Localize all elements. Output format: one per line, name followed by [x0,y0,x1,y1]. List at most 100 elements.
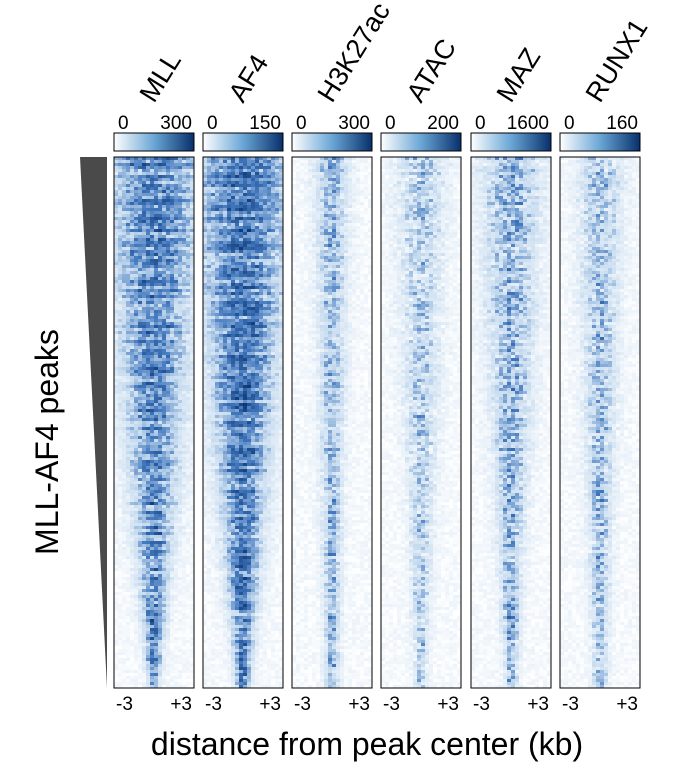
heatmap-cell [219,295,224,299]
heatmap-cell [239,310,244,314]
heatmap-cell [142,283,147,287]
heatmap-cell [207,346,212,350]
heatmap-cell [235,202,240,206]
heatmap-cell [255,208,260,212]
heatmap-cell [166,457,171,461]
heatmap-cell [142,364,147,368]
heatmap-cell [130,229,135,233]
heatmap-cell [186,631,191,635]
heatmap-cell [134,508,139,512]
heatmap-cell [174,451,179,455]
heatmap-cell [190,613,195,617]
heatmap-cell [263,313,268,317]
heatmap-cell [150,502,155,506]
heatmap-cell [227,199,232,203]
heatmap-cell [271,232,276,236]
heatmap-cell [174,346,179,350]
heatmap-cell [174,541,179,545]
heatmap-cell [247,310,252,314]
heatmap-cell [170,670,175,674]
heatmap-cell [118,664,123,668]
heatmap-cell [178,649,183,653]
heatmap-cell [271,319,276,323]
heatmap-cell [146,274,151,278]
heatmap-cell [182,313,187,317]
heatmap-cell [166,391,171,395]
heatmap-cell [190,451,195,455]
heatmap-cell [231,211,236,215]
heatmap-cell [126,508,131,512]
heatmap-cell [174,667,179,671]
heatmap-cell [138,658,143,662]
heatmap-cell [267,265,272,269]
heatmap-cell [267,286,272,290]
heatmap-cell [114,643,119,647]
heatmap-cell [235,343,240,347]
heatmap-cell [178,211,183,215]
heatmap-cell [182,259,187,263]
heatmap-cell [182,541,187,545]
heatmap-cell [255,229,260,233]
heatmap-cell [223,340,228,344]
heatmap-cell [126,349,131,353]
heatmap-cell [166,190,171,194]
heatmap-cell [255,280,260,284]
heatmap-cell [126,202,131,206]
heatmap-cell [122,679,127,683]
heatmap-cell [142,295,147,299]
heatmap-cell [162,427,167,431]
heatmap-cell [211,337,216,341]
heatmap-cell [138,526,143,530]
heatmap-cell [142,481,147,485]
heatmap-cell [182,625,187,629]
heatmap-cell [142,508,147,512]
heatmap-cell [223,271,228,275]
heatmap-cell [118,544,123,548]
heatmap-cell [207,358,212,362]
heatmap-cell [182,211,187,215]
heatmap-cell [190,283,195,287]
heatmap-cell [170,349,175,353]
heatmap-cell [203,355,208,359]
heatmap-cell [122,169,127,173]
heatmap-cell [255,178,260,182]
heatmap-cell [134,463,139,467]
heatmap-cell [219,268,224,272]
heatmap-cell [231,244,236,248]
heatmap-cell [203,226,208,230]
heatmap-cell [190,211,195,215]
heatmap-cell [207,283,212,287]
heatmap-cell [114,640,119,644]
heatmap-cell [219,319,224,323]
heatmap-cell [114,508,119,512]
heatmap-cell [223,316,228,320]
heatmap-cell [130,436,135,440]
heatmap-cell [138,283,143,287]
heatmap-cell [114,415,119,419]
heatmap-cell [130,172,135,176]
heatmap-cell [126,526,131,530]
heatmap-cell [122,385,127,389]
heatmap-cell [182,628,187,632]
heatmap-cell [267,370,272,374]
heatmap-cell [255,277,260,281]
heatmap-cell [174,583,179,587]
heatmap-cell [170,382,175,386]
heatmap-cell [146,679,151,683]
heatmap-cell [255,238,260,242]
heatmap-cell [130,616,135,620]
heatmap-cell [239,232,244,236]
heatmap-cell [259,178,264,182]
heatmap-cell [158,427,163,431]
heatmap-cell [247,238,252,242]
heatmap-cell [211,286,216,290]
heatmap-cell [118,496,123,500]
heatmap-cell [267,244,272,248]
heatmap-cell [231,310,236,314]
heatmap-cell [142,280,147,284]
heatmap-cell [118,352,123,356]
heatmap-cell [223,241,228,245]
heatmap-cell [219,247,224,251]
heatmap-cell [146,340,151,344]
heatmap-cell [130,517,135,521]
